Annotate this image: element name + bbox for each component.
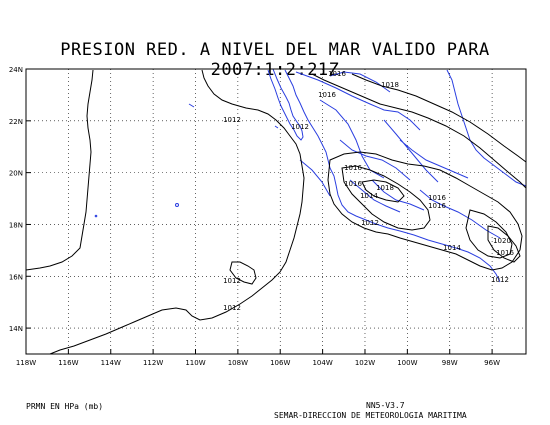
units-note: PRMN EN HPa (mb) [26, 402, 104, 411]
isobar-label: 1012 [491, 276, 509, 284]
isobar-label: 1012 [223, 304, 241, 312]
lat-tick-label: 22N [9, 118, 23, 126]
map-frame [25, 68, 527, 355]
lon-tick-label: 118W [16, 359, 36, 367]
isobar-label: 1020 [493, 237, 511, 245]
isobar-label: 1012 [223, 116, 241, 124]
credit-note: SEMAR-DIRECCION DE METEOROLOGIA MARITIMA [274, 411, 467, 420]
isobar-label: 1014 [360, 192, 378, 200]
revillagigedo-island [175, 203, 179, 207]
isobar-label: 1016 [328, 70, 346, 78]
coastline-layer [94, 68, 527, 283]
isobar-1012-center [49, 69, 305, 355]
axis-labels: 24N 22N 20N 18N 16N 14N 118W 116W 114W 112W 110W 10… [9, 66, 500, 367]
isobar-label: 1016 [496, 249, 514, 257]
lon-tick-label: 116W [58, 359, 78, 367]
lon-tick-label: 98W [442, 359, 458, 367]
lon-tick-label: 104W [312, 359, 332, 367]
isobar-label: 1014 [443, 244, 461, 252]
isobar-1018-loop [361, 179, 405, 203]
isobar-1018-north [351, 73, 527, 163]
mainland-pacific-coast [284, 69, 501, 283]
clarion-island [94, 214, 98, 218]
isobar-1012-bulge [229, 261, 257, 285]
lat-tick-label: 18N [9, 221, 23, 229]
isobar-label: 1018 [376, 184, 394, 192]
cabo-islands [188, 103, 279, 129]
lon-tick-label: 96W [484, 359, 500, 367]
isobar-label: 1016 [428, 194, 446, 202]
isobar-1014-outer [327, 151, 523, 271]
lat-tick-label: 14N [9, 325, 23, 333]
isobar-label: 1012 [291, 123, 309, 131]
isobar-label: 1012 [361, 219, 379, 227]
lat-tick-label: 20N [9, 170, 23, 178]
isobar-label: 1016 [344, 164, 362, 172]
lat-tick-label: 24N [9, 66, 23, 74]
isobar-label: 1016 [344, 180, 362, 188]
isobar-label: 1016 [318, 91, 336, 99]
lon-tick-label: 112W [143, 359, 163, 367]
isobar-1016-loop [341, 165, 431, 231]
gulf-coast [446, 69, 527, 187]
lat-tick-label: 16N [9, 273, 23, 281]
isobar-1016-east [465, 209, 513, 259]
isobar-layer [25, 69, 527, 355]
isobar-1016-north [311, 73, 527, 189]
isobar-label: 1012 [223, 277, 241, 285]
lon-tick-label: 114W [101, 359, 121, 367]
lon-tick-label: 100W [397, 359, 417, 367]
lon-tick-label: 106W [270, 359, 290, 367]
baja-peninsula-coast [267, 68, 304, 141]
lon-tick-label: 108W [228, 359, 248, 367]
isobar-1020-east [487, 225, 521, 263]
map-title: PRESION RED. A NIVEL DEL MAR VALIDO PARA… [60, 40, 490, 80]
isobar-label: 1016 [428, 202, 446, 210]
graticule [26, 69, 526, 354]
isobar-label: 1018 [381, 81, 399, 89]
isobar-1012-north [25, 69, 94, 271]
model-version: NN5-V3.7 [366, 401, 405, 410]
lon-tick-label: 102W [355, 359, 375, 367]
state-boundaries [295, 71, 501, 239]
lon-tick-label: 110W [185, 359, 205, 367]
